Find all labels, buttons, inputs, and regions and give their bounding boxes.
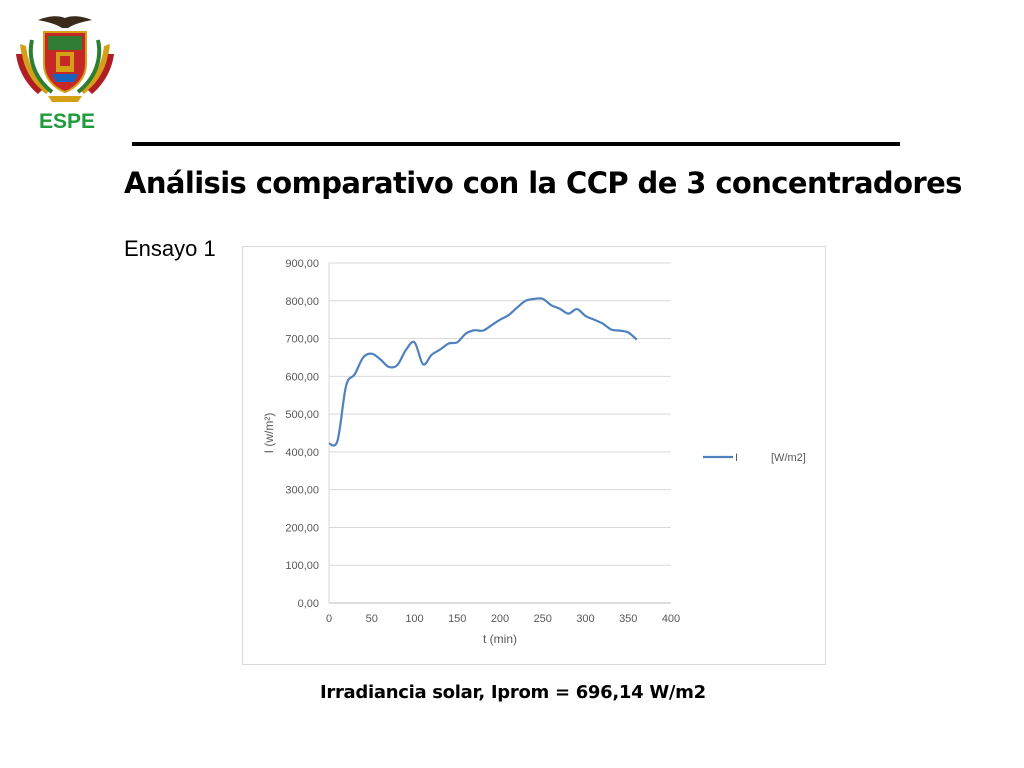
irradiance-line-chart: 0,00 100,00 200,00 300,00 400,00 500,00 600,00… — [262, 258, 806, 646]
x-tick-label: 300 — [576, 613, 594, 625]
y-tick-label: 800,00 — [285, 296, 319, 308]
x-tick-label: 200 — [491, 613, 509, 625]
logo-text: ESPE — [38, 110, 96, 133]
y-tick-label: 300,00 — [285, 485, 319, 497]
x-tick-label: 150 — [448, 613, 466, 625]
series-line-irradiance — [328, 297, 638, 447]
y-tick-label: 0,00 — [298, 598, 319, 610]
slide-title: Análisis comparativo con la CCP de 3 con… — [124, 166, 962, 200]
y-tick-label: 500,00 — [285, 409, 319, 421]
x-tick-label: 250 — [534, 613, 552, 625]
x-tick-label: 100 — [405, 613, 423, 625]
y-tick-label: 700,00 — [285, 334, 319, 346]
espe-logo — [16, 16, 114, 102]
y-tick-label: 600,00 — [285, 371, 319, 383]
chart-caption: Irradiancia solar, Iprom = 696,14 W/m2 — [320, 682, 706, 703]
chart-area: 0,00 100,00 200,00 300,00 400,00 500,00 600,00… — [242, 246, 826, 665]
x-tick-label: 350 — [619, 613, 637, 625]
y-tick-label: 900,00 — [285, 258, 319, 270]
y-axis-title: I (w/m²) — [262, 413, 276, 454]
x-tick-label: 50 — [366, 613, 378, 625]
legend-unit: [W/m2] — [771, 452, 806, 464]
legend-label: I — [735, 452, 738, 464]
test-label: Ensayo 1 — [124, 236, 216, 261]
y-tick-label: 200,00 — [285, 522, 319, 534]
header-divider — [132, 142, 900, 146]
x-tick-label: 0 — [326, 613, 332, 625]
y-tick-label: 400,00 — [285, 447, 319, 459]
x-tick-label: 400 — [662, 613, 680, 625]
y-tick-label: 100,00 — [285, 560, 319, 572]
x-axis-title: t (min) — [483, 632, 517, 646]
